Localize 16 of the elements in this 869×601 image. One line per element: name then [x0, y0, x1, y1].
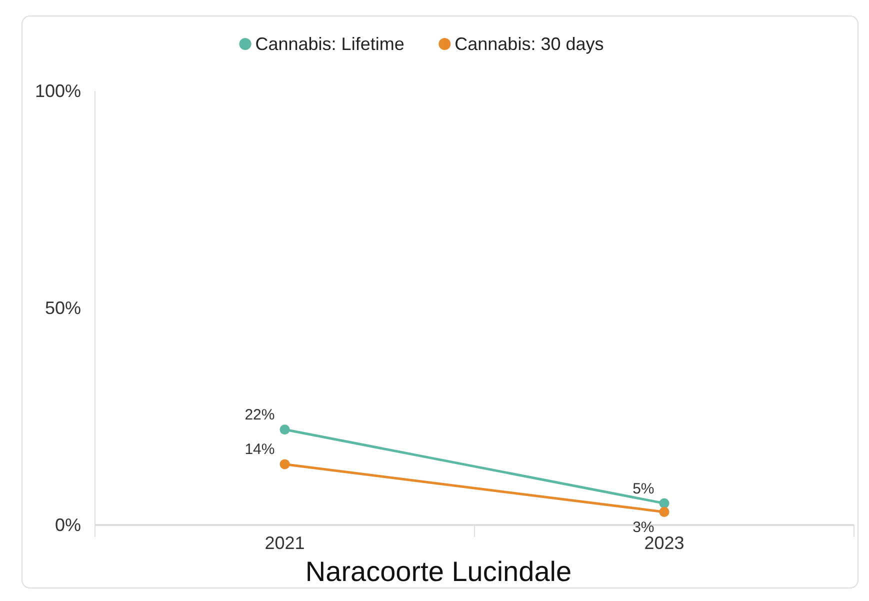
y-tick-label: 50% [44, 298, 81, 318]
legend-label: Cannabis: 30 days [454, 34, 604, 54]
y-tick-label: 100% [34, 81, 81, 101]
x-axis-title: Naracoorte Lucindale [305, 556, 572, 587]
x-tick-label: 2021 [264, 533, 305, 553]
data-label: 3% [632, 518, 654, 536]
point [280, 459, 290, 470]
legend-label: Cannabis: Lifetime [255, 34, 404, 54]
point [659, 506, 670, 518]
point [659, 498, 670, 508]
data-label: 22% [244, 406, 275, 424]
x-tick-label: 2023 [644, 533, 684, 553]
data-label: 14% [244, 441, 275, 458]
point [280, 424, 290, 435]
data-label: 5% [632, 480, 654, 498]
y-tick-label: 0% [54, 515, 81, 535]
